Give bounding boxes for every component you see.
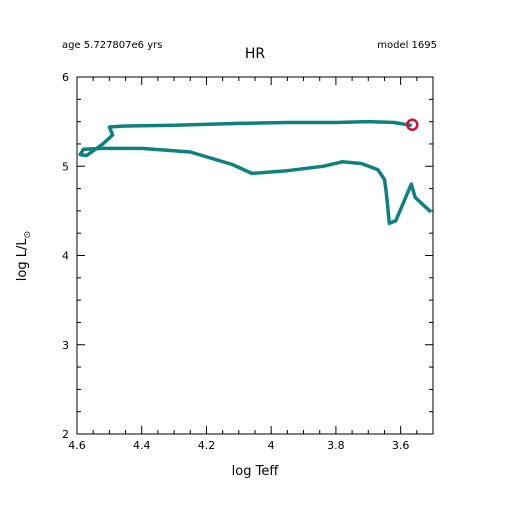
marker-layer [406, 118, 419, 131]
x-tick-label: 3.8 [327, 439, 345, 452]
x-tick-label: 4.6 [68, 439, 86, 452]
svg-text:log L/L⊙: log L/L⊙ [15, 231, 33, 281]
y-axis-label-main: log L/L [15, 238, 30, 282]
y-axis-label-sun-symbol: ⊙ [23, 231, 33, 239]
x-tick-label: 4 [268, 439, 275, 452]
axis-ticks [76, 76, 434, 435]
chart-title: HR [245, 46, 266, 62]
x-tick-label: 3.6 [392, 439, 410, 452]
y-tick-label: 5 [62, 160, 69, 173]
evolution-track-line [78, 119, 432, 226]
y-tick-label: 2 [62, 428, 69, 441]
age-label: age 5.727807e6 yrs [62, 40, 162, 51]
series-layer [78, 119, 432, 226]
axis-tick-labels: 4.6 4.4 4.2 4 3.8 3.6 2 3 4 5 6 [62, 71, 409, 452]
x-tick-label: 4.2 [198, 439, 216, 452]
y-axis-label: log L/L⊙ [15, 231, 33, 281]
x-axis-label: log Teff [232, 464, 280, 479]
y-tick-label: 6 [62, 71, 69, 84]
model-label: model 1695 [377, 40, 437, 51]
current-model-marker [406, 118, 419, 131]
y-tick-label: 4 [62, 250, 69, 263]
y-tick-label: 3 [62, 339, 69, 352]
x-tick-label: 4.4 [133, 439, 151, 452]
